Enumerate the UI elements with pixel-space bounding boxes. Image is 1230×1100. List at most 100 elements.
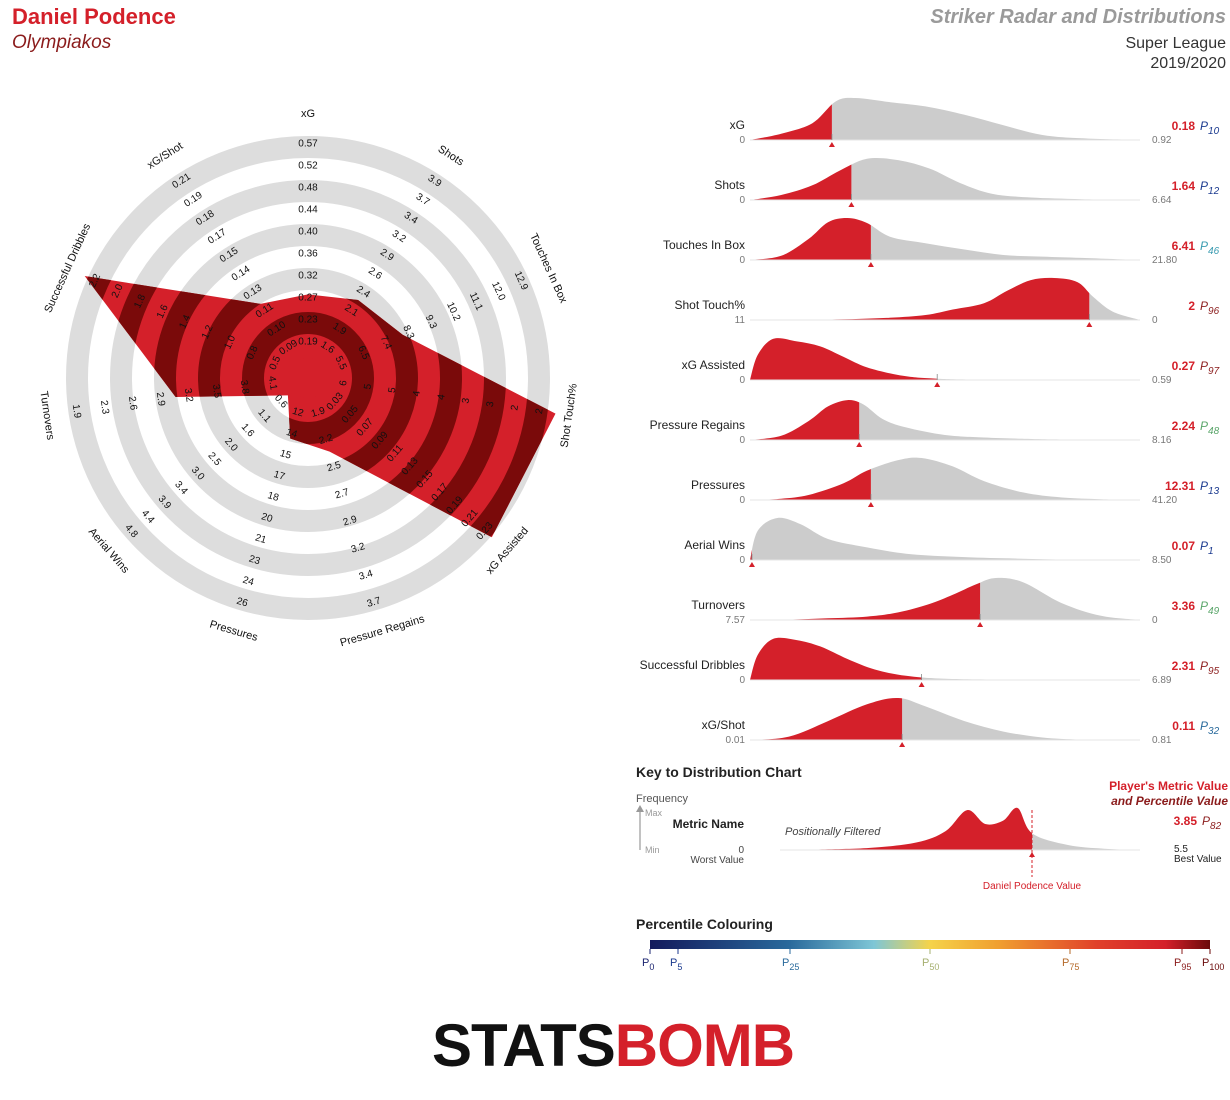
metric-percentile-number: 95 — [1208, 666, 1220, 677]
metric-percentile: P32 — [1200, 719, 1220, 737]
metric-worst-value: 0 — [739, 675, 745, 686]
radar-tick-label: 24 — [241, 575, 255, 589]
radar-tick-label: 21 — [254, 532, 268, 546]
distribution-marker — [1086, 322, 1093, 327]
radar-tick-label: 2 — [534, 407, 546, 415]
radar-tick-label: 2.5 — [326, 460, 343, 475]
metric-percentile: P10 — [1200, 119, 1220, 137]
radar-tick-label: 1.2 — [200, 323, 216, 341]
metric-percentile-number: 97 — [1208, 366, 1220, 377]
metric-percentile: P95 — [1200, 659, 1220, 677]
metric-name: xG/Shot — [702, 718, 746, 732]
key-value-marker — [1029, 852, 1035, 857]
statsbomb-logo: STATSBOMB — [432, 1016, 795, 1076]
radar-tick-label: 5 — [387, 386, 399, 394]
distribution-area-rest — [870, 225, 1140, 260]
radar-tick-label: 4 — [436, 393, 448, 401]
distribution-area-player — [750, 338, 938, 380]
distribution-area-rest — [831, 97, 1140, 140]
radar-axis-label: Shots — [436, 143, 467, 169]
radar-tick-label: 2.0 — [110, 282, 126, 300]
radar-tick-label: 0.40 — [298, 227, 318, 238]
distribution-area-rest — [902, 698, 1140, 740]
metric-player-value: 6.41 — [1172, 239, 1196, 253]
radar-tick-label: 2.6 — [126, 396, 139, 412]
distribution-area-player — [750, 549, 752, 560]
radar-tick-label: 3 — [460, 397, 472, 405]
percentile-colouring-scale: Percentile Colouring P0 P5 P25 P50 P75 P95 P100 — [636, 916, 1224, 972]
distribution-marker — [748, 562, 755, 567]
radar-tick-label: 0.8 — [245, 344, 261, 362]
radar-tick-label: 3.5 — [210, 384, 223, 400]
key-marker-label: Daniel Podence Value — [983, 881, 1082, 892]
metric-name: Pressures — [691, 478, 745, 492]
percentile-tick-number: 25 — [789, 962, 799, 972]
distribution-area-player — [750, 697, 903, 740]
percentile-tick-number: 100 — [1209, 962, 1224, 972]
metric-player-value: 2.24 — [1172, 419, 1196, 433]
percentile-tick-label: P95 — [1174, 957, 1191, 972]
radar-tick-label: 0.44 — [298, 205, 318, 216]
metric-name: Aerial Wins — [684, 538, 745, 552]
metric-percentile: P1 — [1200, 539, 1214, 557]
radar-tick-label: 7.4 — [378, 334, 394, 352]
distribution-marker — [867, 502, 874, 507]
radar-tick-label: 18 — [266, 490, 280, 504]
radar-axis-label: Turnovers — [37, 390, 56, 441]
metric-best-value: 8.16 — [1152, 435, 1172, 446]
radar-tick-label: 2.2 — [87, 272, 103, 290]
metric-name: Shot Touch% — [675, 298, 746, 312]
distribution-area-player — [750, 400, 860, 440]
distribution-area-player — [750, 469, 871, 500]
percentile-tick-label: P0 — [642, 957, 654, 972]
metric-percentile-number: 13 — [1208, 486, 1220, 497]
radar-axis-label: Pressures — [208, 618, 259, 644]
metric-worst-value: 0 — [739, 195, 745, 206]
key-worst-value: 0 — [738, 845, 744, 856]
distribution-area-rest — [1089, 293, 1140, 320]
radar-tick-label: 5 — [362, 383, 374, 391]
metric-best-value: 0.92 — [1152, 135, 1172, 146]
radar-axis-label: xG/Shot — [145, 140, 185, 172]
radar-tick-label: 26 — [235, 596, 249, 610]
metric-worst-value: 11 — [735, 315, 746, 326]
key-example-percentile: P82 — [1202, 814, 1222, 832]
metric-player-value: 2 — [1188, 299, 1195, 313]
metric-worst-value: 0.01 — [726, 735, 746, 746]
logo-part-stats: STATS — [432, 1012, 616, 1079]
radar-tick-label: 8.3 — [400, 324, 416, 342]
radar-tick-label: 2.9 — [342, 514, 359, 529]
metric-percentile-number: 12 — [1208, 186, 1220, 197]
radar-tick-label: 6 — [338, 379, 350, 387]
radar-tick-label: 17 — [272, 469, 286, 483]
radar-tick-label: 1.9 — [310, 405, 327, 420]
radar-tick-label: 2.9 — [154, 392, 167, 408]
metric-player-value: 0.07 — [1172, 539, 1196, 553]
league-name: Super League — [1125, 35, 1226, 52]
radar-axis-label: xG — [301, 108, 315, 120]
metric-player-value: 12.31 — [1165, 479, 1195, 493]
radar-tick-label: 2.3 — [98, 400, 111, 416]
distribution-marker — [918, 682, 925, 687]
metric-name: Turnovers — [691, 598, 745, 612]
metric-percentile: P96 — [1200, 299, 1220, 317]
radar-tick-label: 1.6 — [155, 303, 171, 321]
metric-percentile: P48 — [1200, 419, 1220, 437]
percentile-tick-number: 5 — [677, 962, 682, 972]
distribution-area-rest — [921, 677, 1140, 680]
metric-player-value: 0.18 — [1172, 119, 1196, 133]
distribution-area-player — [750, 164, 852, 200]
radar-center — [288, 358, 328, 398]
percentile-tick-number: 75 — [1069, 962, 1079, 972]
distribution-marker — [934, 382, 941, 387]
metric-percentile: P97 — [1200, 359, 1220, 377]
radar-tick-label: 0.48 — [298, 183, 318, 194]
radar-tick-label: 2 — [509, 404, 521, 412]
key-example-value: 3.85 — [1174, 814, 1198, 828]
key-y-min: Min — [645, 845, 660, 855]
radar-shape — [84, 276, 556, 538]
metric-best-value: 6.64 — [1152, 195, 1172, 206]
distribution-area-player — [750, 277, 1090, 320]
distribution-area-player — [750, 217, 871, 260]
radar-tick-label: 0.27 — [298, 293, 318, 304]
